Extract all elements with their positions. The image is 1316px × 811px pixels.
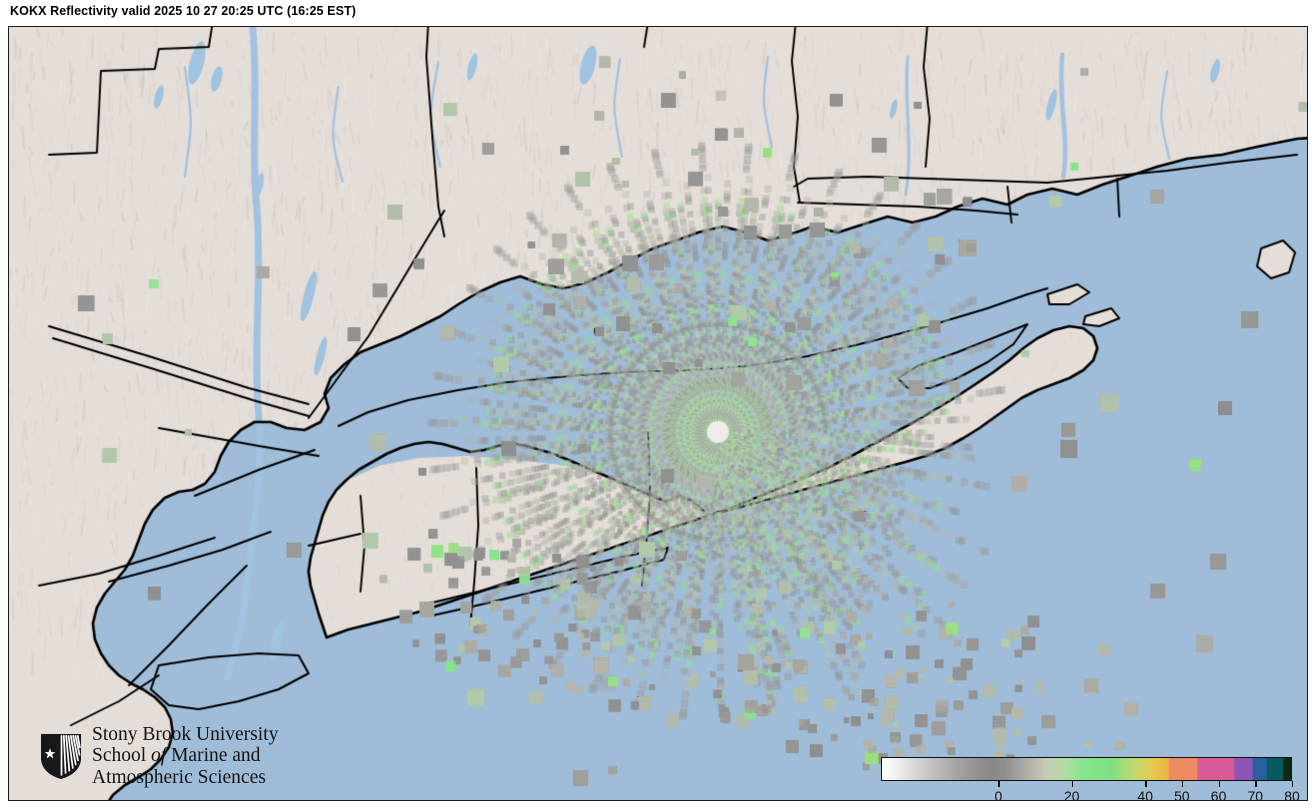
colorbar-tick-label: 80: [1284, 788, 1300, 801]
page-title: KOKX Reflectivity valid 2025 10 27 20:25…: [10, 4, 357, 18]
colorbar-tick-label: 40: [1137, 788, 1153, 801]
title-bar: KOKX Reflectivity valid 2025 10 27 20:25…: [0, 0, 1316, 26]
colorbar-tickmark: [1181, 781, 1184, 787]
reflectivity-colorbar: 0 20 40 50 60 70 80: [873, 757, 1300, 801]
reflectivity-overlay-canvas: [9, 27, 1307, 800]
colorbar-tick-label: 70: [1247, 788, 1264, 801]
colorbar-tickmark: [1255, 781, 1257, 787]
colorbar-tick-label: 0: [994, 788, 1003, 801]
colorbar-gradient: [881, 757, 1292, 781]
colorbar-tick-label: 20: [1064, 788, 1080, 801]
colorbar-tickmark: [998, 781, 1000, 787]
colorbar-tick-label: 60: [1210, 788, 1227, 801]
colorbar-tickmark: [1292, 781, 1294, 787]
radar-map-frame[interactable]: Stony Brook University School of Marine …: [8, 26, 1308, 801]
colorbar-tickmark: [1218, 781, 1220, 787]
colorbar-tickmark: [1145, 781, 1147, 787]
colorbar-tickmark: [1071, 781, 1074, 787]
colorbar-tick-label: 50: [1174, 788, 1190, 801]
